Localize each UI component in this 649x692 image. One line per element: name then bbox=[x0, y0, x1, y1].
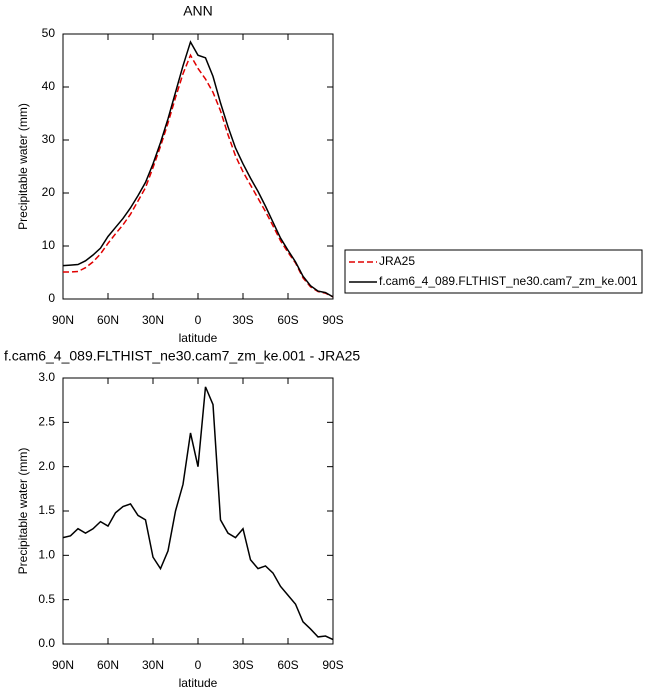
y-tick-label: 1.5 bbox=[38, 503, 55, 517]
y-tick-label: 2.0 bbox=[38, 459, 55, 473]
x-axis-label: latitude bbox=[179, 676, 218, 690]
plot-frame bbox=[62, 377, 334, 645]
x-tick-label: 0 bbox=[195, 658, 202, 672]
y-tick-label: 2.5 bbox=[38, 415, 55, 429]
y-axis-label: Precipitable water (mm) bbox=[16, 103, 30, 230]
x-tick-label: 60N bbox=[97, 313, 119, 327]
x-tick-label: 30N bbox=[142, 658, 164, 672]
x-axis-label: latitude bbox=[179, 331, 218, 345]
data-line bbox=[62, 40, 334, 298]
x-tick-label: 90N bbox=[52, 658, 74, 672]
y-tick-label: 20 bbox=[42, 185, 56, 199]
x-tick-label: 30N bbox=[142, 313, 164, 327]
y-tick-label: 40 bbox=[42, 79, 56, 93]
x-tick-label: 60S bbox=[277, 658, 298, 672]
data-line bbox=[63, 53, 334, 298]
x-tick-label: 90S bbox=[322, 658, 343, 672]
data-line bbox=[62, 386, 334, 641]
y-tick-label: 1.0 bbox=[38, 548, 55, 562]
y-axis-label: Precipitable water (mm) bbox=[16, 448, 30, 575]
legend-label: f.cam6_4_089.FLTHIST_ne30.cam7_zm_ke.001 bbox=[379, 274, 638, 288]
x-tick-label: 30S bbox=[232, 313, 253, 327]
x-tick-label: 90S bbox=[322, 313, 343, 327]
y-tick-label: 0.5 bbox=[38, 592, 55, 606]
x-tick-label: 60N bbox=[97, 658, 119, 672]
y-tick-label: 0 bbox=[48, 291, 55, 305]
y-tick-label: 50 bbox=[42, 26, 56, 40]
x-tick-label: 90N bbox=[52, 313, 74, 327]
chart-title: ANN bbox=[183, 3, 213, 19]
y-tick-label: 3.0 bbox=[38, 370, 55, 384]
x-tick-label: 0 bbox=[195, 313, 202, 327]
legend-box bbox=[344, 249, 643, 294]
x-tick-label: 60S bbox=[277, 313, 298, 327]
legend-label: JRA25 bbox=[379, 254, 415, 268]
plot-frame bbox=[62, 33, 334, 300]
x-tick-label: 30S bbox=[232, 658, 253, 672]
chart-title: f.cam6_4_089.FLTHIST_ne30.cam7_zm_ke.001… bbox=[4, 348, 360, 364]
y-tick-label: 30 bbox=[42, 132, 56, 146]
y-tick-label: 10 bbox=[42, 238, 56, 252]
y-tick-label: 0.0 bbox=[38, 636, 55, 650]
